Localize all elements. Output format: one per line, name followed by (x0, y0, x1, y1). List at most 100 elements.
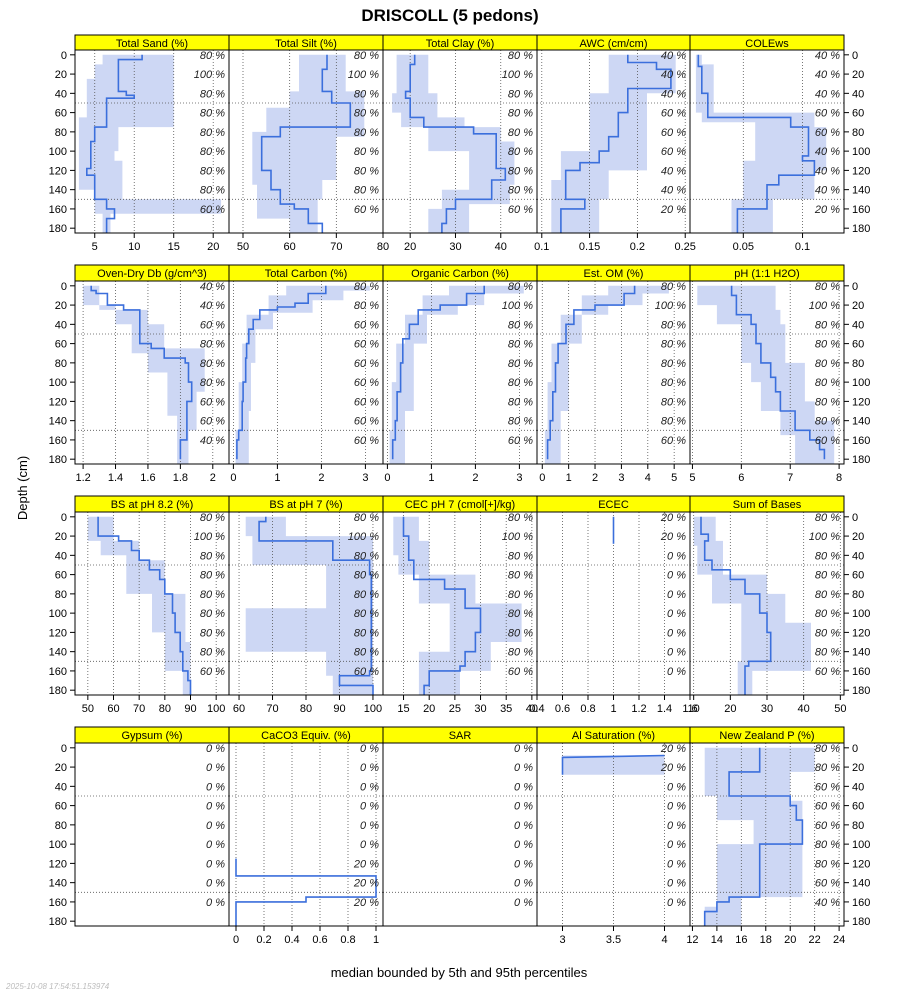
x-tick-label: 6 (738, 472, 744, 484)
pct-label: 80 % (200, 570, 225, 582)
pct-label: 60 % (354, 396, 379, 408)
x-tick-label: 0.8 (580, 703, 595, 715)
pct-label: 80 % (508, 358, 533, 370)
depth-tick-label: 140 (852, 185, 870, 197)
pct-label: 80 % (815, 339, 840, 351)
x-tick-label: 0.2 (630, 241, 645, 253)
pct-label: 60 % (661, 108, 686, 120)
pct-label: 60 % (354, 416, 379, 428)
depth-tick-label: 20 (852, 531, 864, 543)
median-line (561, 754, 665, 775)
depth-tick-label: 100 (852, 377, 870, 389)
pct-label: 0 % (667, 589, 686, 601)
median-line (730, 285, 826, 460)
pct-label: 20 % (660, 743, 686, 755)
x-tick-label: 0.4 (529, 703, 544, 715)
panel-strip-title: Oven-Dry Db (g/cm^3) (97, 268, 207, 280)
depth-tick-label: 180 (852, 685, 870, 697)
pct-label: 80 % (661, 377, 686, 389)
depth-tick-label: 0 (852, 743, 858, 755)
depth-tick-label: 100 (852, 839, 870, 851)
pct-label: 60 % (815, 127, 840, 139)
percentile-band (245, 516, 373, 695)
median-line (546, 285, 636, 460)
depth-tick-label: 160 (49, 204, 67, 216)
depth-tick-label: 0 (61, 281, 67, 293)
pct-label: 80 % (200, 627, 225, 639)
pct-label: 80 % (354, 627, 379, 639)
pct-label: 0 % (667, 820, 686, 832)
pct-label: 0 % (206, 897, 225, 909)
percentile-band (392, 54, 515, 233)
pct-label: 0 % (667, 897, 686, 909)
pct-label: 80 % (815, 743, 840, 755)
pct-label: 0 % (667, 666, 686, 678)
pct-label: 40 % (200, 300, 225, 312)
x-tick-label: 12 (686, 934, 698, 946)
depth-tick-label: 0 (61, 512, 67, 524)
pct-label: 0 % (514, 762, 533, 774)
pct-label: 80 % (661, 281, 686, 293)
panel-border (689, 742, 845, 927)
pct-label: 80 % (200, 608, 225, 620)
pct-label: 80 % (815, 762, 840, 774)
depth-tick-label: 140 (852, 647, 870, 659)
x-tick-label: 2 (210, 472, 216, 484)
pct-label: 80 % (200, 550, 225, 562)
depth-tick-label: 80 (852, 358, 864, 370)
pct-label: 60 % (661, 435, 686, 447)
panel-strip-title: Sum of Bases (733, 499, 802, 511)
median-line (560, 54, 672, 233)
panel-strip-title: CaCO3 Equiv. (%) (261, 730, 351, 742)
pct-label: 80 % (508, 377, 533, 389)
pct-label: 80 % (815, 647, 840, 659)
pct-label: 80 % (354, 146, 379, 158)
panel-15: Sum of Bases 80 % 100 % 80 % 80 % 80 % 80 % 80 … (688, 495, 846, 715)
pct-label: 100 % (809, 300, 840, 312)
x-tick-label: 70 (133, 703, 145, 715)
x-tick-label: 80 (300, 703, 312, 715)
pct-label: 60 % (354, 339, 379, 351)
x-tick-label: 20 (423, 703, 435, 715)
x-tick-label: 0 (384, 472, 390, 484)
pct-label: 80 % (661, 416, 686, 428)
x-tick-label: 0.1 (795, 241, 810, 253)
panel-10: pH (1:1 H2O) 80 % 100 % 80 % 80 % 80 % 80 % 80 … (689, 264, 845, 484)
panel-strip-title: Total Sand (%) (116, 38, 188, 50)
median-line (697, 54, 816, 233)
depth-tick-label: 100 (49, 839, 67, 851)
pct-label: 100 % (194, 69, 225, 81)
median-line (86, 54, 143, 233)
pct-label: 0 % (667, 550, 686, 562)
x-tick-label: 40 (798, 703, 810, 715)
panel-border (689, 49, 845, 234)
pct-label: 80 % (354, 550, 379, 562)
x-tick-label: 1.6 (140, 472, 155, 484)
pct-label: 20 % (353, 878, 379, 890)
x-tick-label: 0.2 (256, 934, 271, 946)
x-tick-label: 0.1 (534, 241, 549, 253)
depth-tick-label: 160 (852, 435, 870, 447)
x-tick-label: 22 (809, 934, 821, 946)
pct-label: 100 % (348, 69, 379, 81)
pct-label: 0 % (514, 781, 533, 793)
pct-label: 40 % (815, 88, 840, 100)
pct-label: 40 % (815, 165, 840, 177)
pct-label: 0 % (667, 647, 686, 659)
panel-12: BS at pH 7 (%) 80 % 100 % 80 % 80 % 80 % 80 % 8… (228, 495, 384, 715)
depth-tick-label: 100 (852, 608, 870, 620)
pct-label: 0 % (206, 858, 225, 870)
depth-tick-label: 80 (55, 358, 67, 370)
depth-tick-label: 80 (852, 589, 864, 601)
x-tick-label: 30 (761, 703, 773, 715)
x-tick-label: 1.2 (75, 472, 90, 484)
x-tick-label: 18 (760, 934, 772, 946)
x-tick-label: 20 (724, 703, 736, 715)
pct-label: 20 % (660, 531, 686, 543)
pct-label: 40 % (661, 69, 686, 81)
percentile-band (393, 516, 522, 695)
panel-layer: Total Sand (%) 80 % 100 % 80 % 80 % 80 % 80 % 8… (49, 34, 870, 946)
pct-label: 80 % (815, 550, 840, 562)
x-tick-label: 90 (184, 703, 196, 715)
x-tick-label: 1.4 (108, 472, 123, 484)
